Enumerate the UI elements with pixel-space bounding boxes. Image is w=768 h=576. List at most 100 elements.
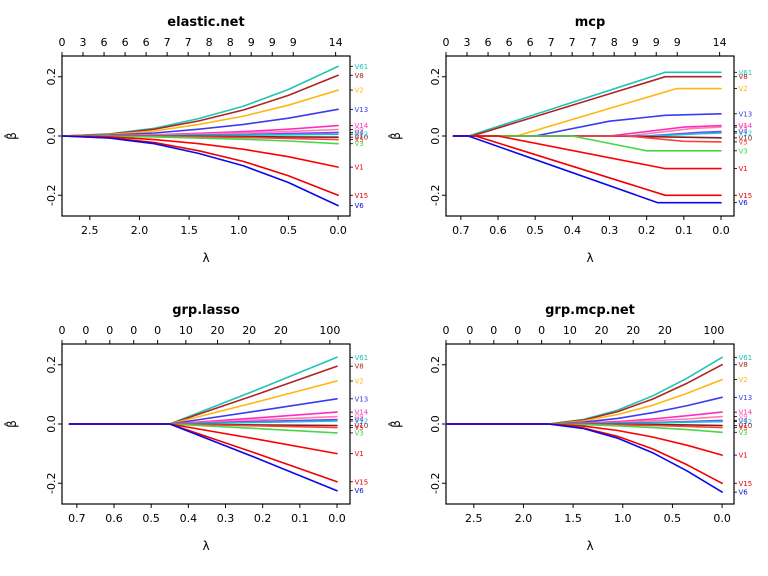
y-tick-label: 0.2 <box>429 68 442 86</box>
series-line-V61 <box>61 65 339 137</box>
panel-mcp: mcp 0 3 6 6 6 7 7 7 8 9 9 9 14 0.7 0.6 0.5 0.4 0.3 0.2 0.1 0.… <box>384 0 768 288</box>
x-tick-label: 0.5 <box>526 224 544 237</box>
series-line-V15 <box>68 423 338 483</box>
series-label-V3: V3 <box>355 429 364 437</box>
top-axis-label: 7 <box>590 36 597 49</box>
series-line-V6 <box>445 423 723 493</box>
series-label-V6: V6 <box>355 202 365 210</box>
x-tick-label: 0.0 <box>712 224 730 237</box>
x-tick-label: 0.3 <box>217 512 235 525</box>
top-axis-label: 8 <box>206 36 213 49</box>
series-label-V9: V9 <box>355 126 364 134</box>
y-tick-label: 0.2 <box>45 356 58 374</box>
series-label-V6: V6 <box>739 489 749 497</box>
series-line-V3 <box>452 135 722 152</box>
y-tick-label: 0.0 <box>45 127 58 145</box>
top-axis-label: 0 <box>490 324 497 337</box>
series-label-V10: V10 <box>739 422 753 430</box>
series-label-V61: V61 <box>739 69 753 77</box>
x-axis-title: λ <box>202 539 209 553</box>
top-axis-label: 0 <box>538 324 545 337</box>
grp-lasso-plot: grp.lasso 0 0 0 0 0 10 20 20 20 100 0.7 0.6 0.5 0.4 0.3… <box>3 303 369 553</box>
series-label-V14: V14 <box>355 409 369 417</box>
series-label-V14: V14 <box>355 122 369 130</box>
series-label-V15: V15 <box>355 478 369 486</box>
series-label-V5: V5 <box>355 424 364 432</box>
top-axis-label: 0 <box>59 36 66 49</box>
top-axis-label: 6 <box>527 36 534 49</box>
series-label-V61: V61 <box>739 354 753 362</box>
series-label-V8: V8 <box>355 363 364 371</box>
x-tick-label: 2.0 <box>131 224 149 237</box>
top-axis-label: 20 <box>626 324 640 337</box>
series-label-V4: V4 <box>739 417 749 425</box>
series-line-V1 <box>68 423 338 455</box>
top-axis-label: 6 <box>101 36 108 49</box>
top-axis-label: 0 <box>154 324 161 337</box>
top-axis-label: 8 <box>227 36 234 49</box>
top-axis-label: 100 <box>703 324 724 337</box>
top-axis-label: 6 <box>485 36 492 49</box>
series-label-V15: V15 <box>355 192 369 200</box>
y-tick-label: -0.2 <box>429 473 442 494</box>
top-axis-label: 10 <box>179 324 193 337</box>
top-axis-label: 0 <box>82 324 89 337</box>
series-label-V3: V3 <box>739 147 748 155</box>
x-tick-label: 0.7 <box>68 512 86 525</box>
series-line-V1 <box>61 135 339 168</box>
x-tick-label: 1.5 <box>180 224 198 237</box>
top-axis-label: 9 <box>674 36 681 49</box>
x-tick-label: 0.2 <box>638 224 656 237</box>
series-label-V13: V13 <box>739 394 753 402</box>
top-axis-label: 100 <box>319 324 340 337</box>
series-label-V12: V12 <box>355 131 369 139</box>
top-axis-label: 8 <box>611 36 618 49</box>
x-tick-label: 2.5 <box>81 224 99 237</box>
series-label-V5: V5 <box>739 138 748 146</box>
series-label-V5: V5 <box>739 424 748 432</box>
x-tick-label: 0.3 <box>601 224 619 237</box>
series-label-V9: V9 <box>355 413 364 421</box>
x-tick-label: 0.7 <box>452 224 470 237</box>
series-line-V13 <box>452 113 722 137</box>
series-line-V6 <box>68 423 338 492</box>
panel-elastic-net: elastic.net 0 3 6 6 6 7 7 8 8 9 9 9 14 2.5 2.0 1.5 1.0 0.5… <box>0 0 384 288</box>
x-tick-label: 0.6 <box>489 224 507 237</box>
top-axis-label: 0 <box>443 324 450 337</box>
series-line-V8 <box>445 363 723 425</box>
top-axis-label: 0 <box>59 324 66 337</box>
x-tick-label: 1.0 <box>230 224 248 237</box>
y-tick-label: 0.2 <box>429 356 442 374</box>
series-label-V1: V1 <box>355 450 364 458</box>
series-label-V10: V10 <box>355 134 369 142</box>
x-axis-title: λ <box>586 539 593 553</box>
x-axis-title: λ <box>586 251 593 265</box>
x-tick-label: 0.5 <box>664 512 682 525</box>
series-label-V4: V4 <box>355 416 365 424</box>
series-label-V8: V8 <box>739 73 748 81</box>
top-axis-label: 9 <box>653 36 660 49</box>
y-tick-label: 0.2 <box>45 68 58 86</box>
series-label-V4: V4 <box>355 129 365 137</box>
series-label-V2: V2 <box>739 376 748 384</box>
series-label-V8: V8 <box>739 361 748 369</box>
panel-title: grp.mcp.net <box>545 303 635 318</box>
series-line-V6 <box>452 135 722 204</box>
y-axis-title: β̂ <box>387 132 403 140</box>
y-axis-title: β̂ <box>3 420 19 428</box>
top-axis-label: 9 <box>248 36 255 49</box>
x-tick-label: 0.1 <box>675 224 693 237</box>
top-axis-label: 7 <box>569 36 576 49</box>
top-axis-label: 20 <box>658 324 672 337</box>
x-tick-label: 0.0 <box>328 512 346 525</box>
series-label-V61: V61 <box>355 354 369 362</box>
y-tick-label: 0.0 <box>429 415 442 433</box>
series-label-V12: V12 <box>355 418 369 426</box>
y-tick-label: -0.2 <box>45 185 58 206</box>
series-line-V8 <box>61 74 339 137</box>
series-label-V13: V13 <box>355 106 369 114</box>
panel-title: grp.lasso <box>172 303 240 318</box>
x-tick-label: 0.4 <box>564 224 582 237</box>
